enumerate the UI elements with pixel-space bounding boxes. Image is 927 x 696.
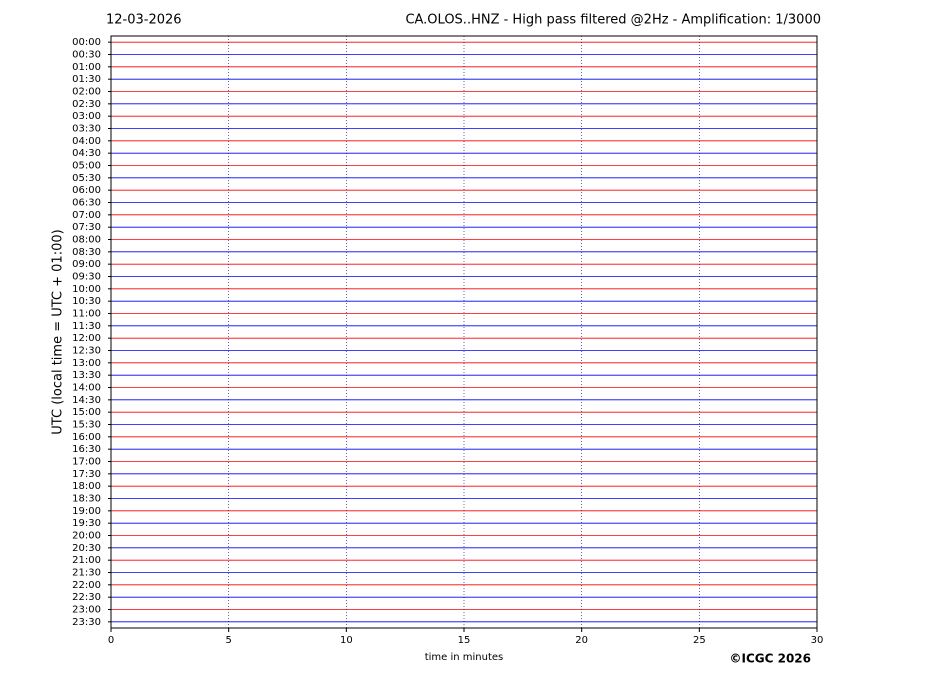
y-tick-label: 22:30: [72, 592, 101, 603]
y-tick-label: 19:00: [72, 506, 101, 517]
y-tick-label: 00:30: [72, 50, 101, 61]
plot-frame: [110, 35, 818, 629]
y-tick-label: 11:30: [72, 321, 101, 332]
chart-title: CA.OLOS..HNZ - High pass filtered @2Hz -…: [405, 13, 821, 28]
y-tick-label: 20:30: [72, 543, 101, 554]
y-tick-label: 10:00: [72, 284, 101, 295]
y-tick-label: 05:30: [72, 173, 101, 184]
y-tick-label: 18:00: [72, 481, 101, 492]
y-tick-label: 08:00: [72, 235, 101, 246]
y-tick-label: 06:30: [72, 198, 101, 209]
y-tick-label: 14:30: [72, 395, 101, 406]
y-tick-label: 23:00: [72, 605, 101, 616]
y-tick-label: 01:30: [72, 74, 101, 85]
y-tick-label: 18:30: [72, 494, 101, 505]
y-tick-label: 22:00: [72, 580, 101, 591]
y-tick-label: 09:30: [72, 272, 101, 283]
chart-date: 12-03-2026: [106, 13, 182, 28]
x-tick-label: 10: [340, 635, 353, 646]
y-tick-label: 03:30: [72, 124, 101, 135]
y-tick-label: 15:00: [72, 407, 101, 418]
y-tick-label: 01:00: [72, 62, 101, 73]
y-tick-label: 02:00: [72, 87, 101, 98]
y-tick-label: 16:00: [72, 432, 101, 443]
y-tick-label: 17:00: [72, 457, 101, 468]
y-tick-label: 16:30: [72, 444, 101, 455]
y-tick-label: 19:30: [72, 518, 101, 529]
y-tick-label: 05:00: [72, 161, 101, 172]
y-tick-label: 21:30: [72, 568, 101, 579]
y-tick-label: 02:30: [72, 99, 101, 110]
y-tick-label: 10:30: [72, 296, 101, 307]
x-axis-label: time in minutes: [425, 652, 504, 663]
y-tick-label: 20:00: [72, 531, 101, 542]
y-tick-label: 14:00: [72, 383, 101, 394]
y-tick-label: 21:00: [72, 555, 101, 566]
y-tick-label: 07:30: [72, 222, 101, 233]
y-tick-label: 00:00: [72, 37, 101, 48]
y-tick-label: 11:00: [72, 309, 101, 320]
y-tick-label: 17:30: [72, 469, 101, 480]
y-tick-label: 13:30: [72, 370, 101, 381]
y-tick-label: 15:30: [72, 420, 101, 431]
copyright: ©ICGC 2026: [729, 652, 811, 666]
x-tick-label: 15: [458, 635, 471, 646]
y-tick-label: 23:30: [72, 617, 101, 628]
y-tick-label: 12:30: [72, 346, 101, 357]
y-tick-label: 04:00: [72, 136, 101, 147]
y-tick-label: 12:00: [72, 333, 101, 344]
y-tick-label: 07:00: [72, 210, 101, 221]
x-tick-label: 30: [811, 635, 824, 646]
y-tick-label: 13:00: [72, 358, 101, 369]
x-tick-label: 5: [225, 635, 231, 646]
x-tick-label: 25: [693, 635, 706, 646]
x-tick-label: 0: [108, 635, 114, 646]
y-tick-label: 04:30: [72, 148, 101, 159]
y-tick-label: 03:00: [72, 111, 101, 122]
y-axis-label: UTC (local time = UTC + 01:00): [51, 229, 66, 434]
y-tick-label: 08:30: [72, 247, 101, 258]
y-tick-label: 09:00: [72, 259, 101, 270]
x-tick-label: 20: [575, 635, 588, 646]
y-tick-label: 06:00: [72, 185, 101, 196]
